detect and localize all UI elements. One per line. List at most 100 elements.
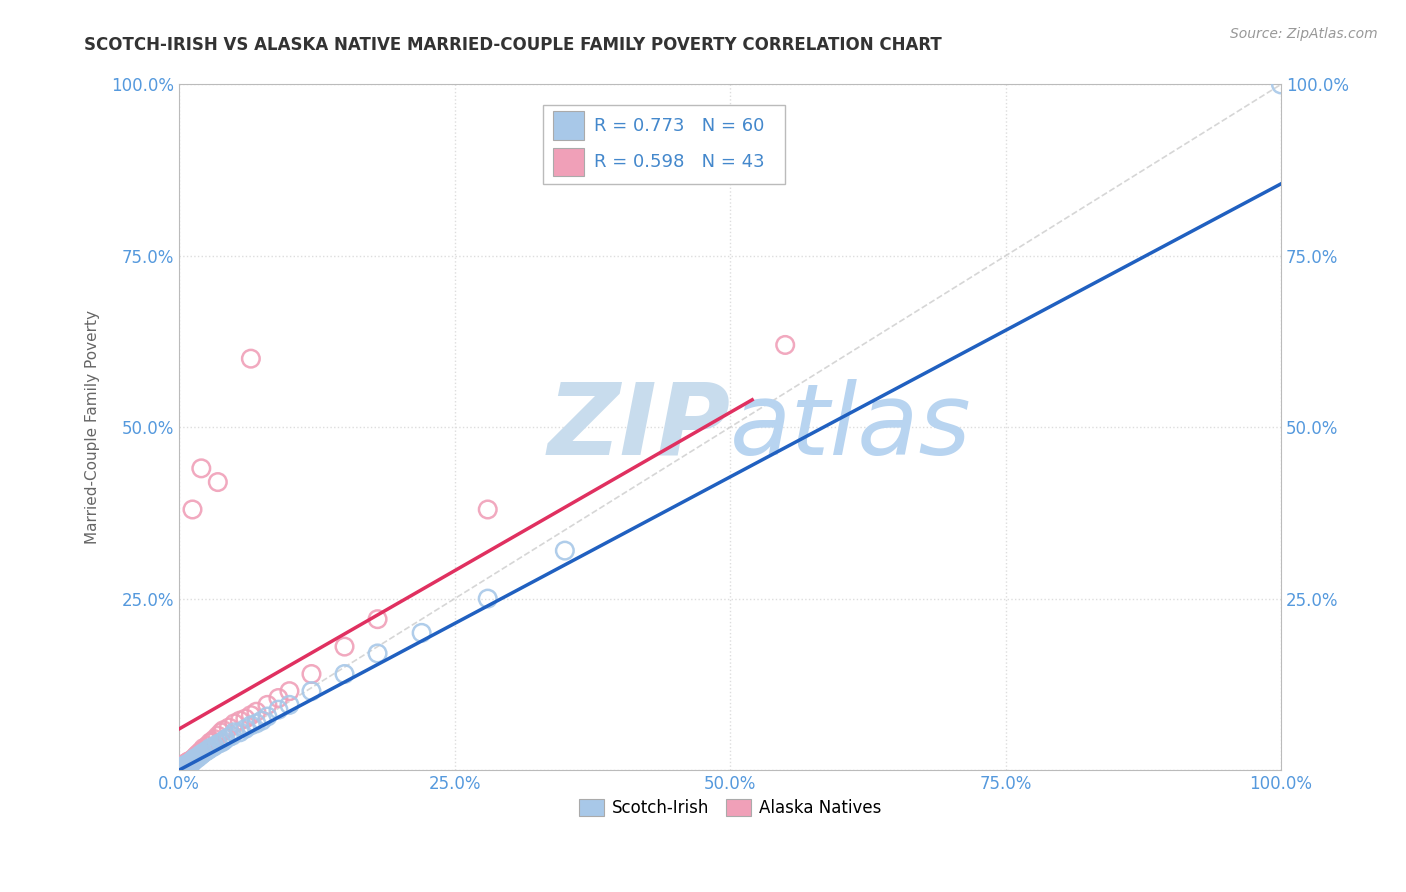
- Point: [218, 730, 240, 744]
- Point: [184, 752, 207, 766]
- Point: [174, 758, 197, 772]
- Point: [235, 712, 257, 726]
- Point: [188, 749, 211, 764]
- Point: [333, 667, 356, 681]
- Point: [173, 759, 195, 773]
- Point: [183, 751, 205, 765]
- Point: [170, 759, 193, 773]
- Point: [773, 338, 796, 352]
- Point: [224, 716, 246, 731]
- Point: [477, 502, 499, 516]
- Point: [183, 751, 205, 765]
- Point: [176, 759, 198, 773]
- Text: ZIP: ZIP: [547, 379, 730, 475]
- Point: [172, 761, 194, 775]
- Point: [191, 747, 214, 761]
- Point: [188, 746, 211, 760]
- Point: [188, 747, 211, 762]
- Point: [207, 737, 229, 751]
- Point: [204, 739, 226, 753]
- Point: [183, 750, 205, 764]
- Point: [477, 591, 499, 606]
- Point: [187, 750, 209, 764]
- Point: [181, 753, 204, 767]
- Point: [204, 732, 226, 747]
- Point: [198, 741, 221, 756]
- Point: [177, 755, 200, 769]
- Point: [184, 749, 207, 764]
- Point: [173, 758, 195, 772]
- Point: [212, 723, 235, 738]
- Point: [183, 753, 205, 767]
- Point: [177, 758, 200, 772]
- Point: [174, 759, 197, 773]
- Point: [181, 502, 204, 516]
- Point: [170, 762, 193, 776]
- Point: [181, 753, 204, 767]
- Point: [181, 755, 204, 769]
- Point: [301, 684, 323, 698]
- Point: [179, 755, 201, 769]
- Point: [172, 760, 194, 774]
- Point: [172, 759, 194, 773]
- Point: [367, 612, 389, 626]
- Point: [179, 756, 201, 770]
- Point: [1270, 78, 1292, 92]
- Point: [173, 757, 195, 772]
- Point: [186, 750, 208, 764]
- Point: [173, 757, 195, 772]
- Y-axis label: Married-Couple Family Poverty: Married-Couple Family Poverty: [86, 310, 100, 544]
- Point: [201, 740, 224, 755]
- Point: [239, 708, 262, 723]
- Point: [367, 647, 389, 661]
- Point: [278, 684, 301, 698]
- Point: [209, 735, 232, 749]
- Point: [214, 732, 236, 747]
- Point: [333, 640, 356, 654]
- Point: [179, 757, 201, 772]
- Point: [198, 742, 221, 756]
- Point: [201, 734, 224, 748]
- Point: [221, 729, 243, 743]
- Point: [239, 351, 262, 366]
- Point: [250, 714, 273, 728]
- Point: [278, 698, 301, 712]
- Point: [174, 758, 197, 772]
- Point: [267, 703, 290, 717]
- Point: [183, 754, 205, 768]
- Point: [180, 753, 202, 767]
- Point: [179, 756, 201, 771]
- Text: Source: ZipAtlas.com: Source: ZipAtlas.com: [1230, 27, 1378, 41]
- Text: atlas: atlas: [730, 379, 972, 475]
- Point: [177, 756, 200, 771]
- Point: [209, 725, 232, 739]
- Point: [218, 721, 240, 735]
- Point: [212, 734, 235, 748]
- Point: [174, 756, 197, 771]
- Point: [195, 744, 218, 758]
- Point: [224, 725, 246, 739]
- Point: [245, 705, 267, 719]
- Legend: Scotch-Irish, Alaska Natives: Scotch-Irish, Alaska Natives: [572, 792, 889, 823]
- Point: [193, 741, 215, 756]
- Point: [207, 729, 229, 743]
- Point: [207, 475, 229, 489]
- Point: [256, 709, 278, 723]
- Point: [554, 543, 576, 558]
- Point: [173, 759, 195, 773]
- Point: [267, 691, 290, 706]
- Point: [301, 667, 323, 681]
- Point: [172, 758, 194, 772]
- Point: [176, 757, 198, 772]
- Point: [173, 761, 195, 775]
- Point: [239, 718, 262, 732]
- Point: [173, 759, 195, 773]
- Point: [177, 756, 200, 771]
- Point: [245, 716, 267, 731]
- Point: [179, 756, 201, 771]
- Point: [190, 744, 212, 758]
- Point: [235, 722, 257, 736]
- Point: [173, 760, 195, 774]
- Point: [190, 747, 212, 762]
- Point: [229, 725, 252, 739]
